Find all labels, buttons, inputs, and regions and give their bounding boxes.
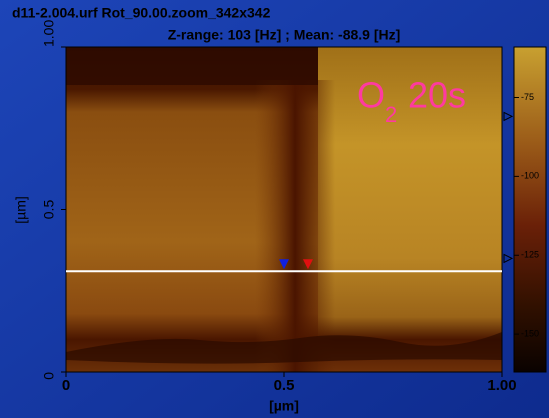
y-axis-label: [µm] — [13, 196, 29, 224]
annotation: O 2 20s — [357, 75, 466, 127]
y-tick-label: 1.00 — [41, 20, 57, 47]
y-tick-label: 0 — [41, 372, 57, 380]
annotation-base: O — [357, 75, 385, 116]
colorbar-marker — [503, 111, 514, 122]
cursor-marker — [279, 259, 289, 270]
image-top-band — [66, 47, 318, 85]
x-tick-label: 1.00 — [487, 377, 516, 394]
colorbar-tick-label: -75 — [521, 92, 534, 102]
x-axis-label: [µm] — [269, 398, 299, 414]
annotation-subscript: 2 — [385, 102, 397, 127]
annotation-suffix: 20s — [408, 75, 466, 116]
colorbar-tick-label: -100 — [521, 171, 539, 181]
image-right — [318, 47, 502, 372]
colorbar-marker — [503, 253, 514, 264]
title: d11-2.004.urf Rot_90.00.zoom_342x342 — [12, 5, 271, 21]
colorbar-tick-label: -125 — [521, 250, 539, 260]
image-groove — [255, 80, 335, 372]
colorbar — [513, 46, 547, 373]
y-tick-label: 0.5 — [41, 200, 57, 220]
x-tick-label: 0 — [62, 377, 70, 394]
x-tick-label: 0.5 — [274, 377, 295, 394]
subtitle: Z-range: 103 [Hz] ; Mean: -88.9 [Hz] — [168, 27, 401, 43]
image-bottom-band — [66, 332, 502, 364]
colorbar-tick-label: -150 — [521, 329, 539, 339]
cursor-marker — [302, 259, 313, 270]
afm-image — [66, 47, 502, 372]
